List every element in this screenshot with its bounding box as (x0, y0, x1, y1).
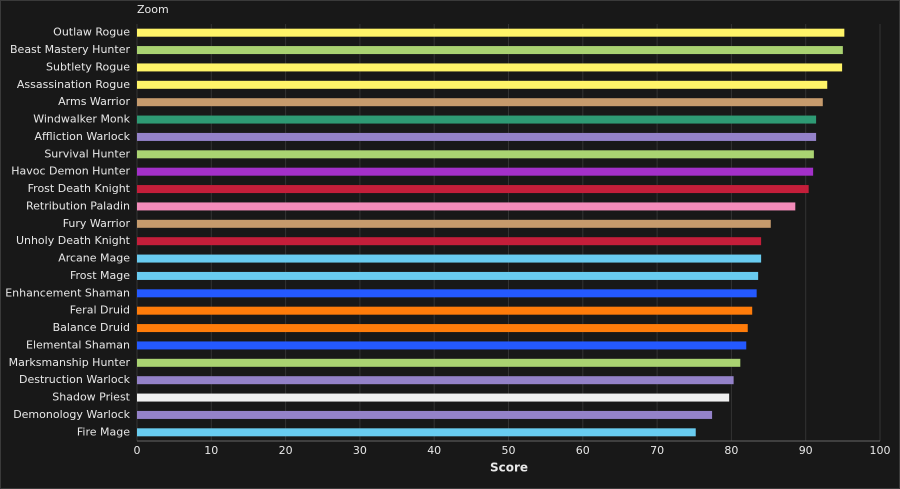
bar (137, 167, 814, 176)
bar (137, 306, 753, 315)
y-tick-label: Fury Warrior (63, 217, 131, 230)
x-tick-label: 60 (576, 444, 590, 457)
bar (137, 63, 843, 72)
bar (137, 254, 762, 263)
y-tick-label: Arms Warrior (58, 95, 130, 108)
y-tick-label: Feral Druid (70, 304, 130, 317)
x-axis-title: Score (490, 461, 528, 475)
x-tick-label: 90 (799, 444, 813, 457)
y-tick-label: Windwalker Monk (33, 113, 130, 126)
y-tick-label: Marksmanship Hunter (9, 356, 131, 369)
x-tick-label: 30 (353, 444, 367, 457)
bar (137, 324, 748, 333)
y-tick-label: Havoc Demon Hunter (11, 165, 130, 178)
y-tick-label: Beast Mastery Hunter (10, 43, 130, 56)
x-tick-label: 40 (427, 444, 441, 457)
y-tick-label: Survival Hunter (44, 147, 130, 160)
y-tick-label: Outlaw Rogue (53, 26, 130, 39)
bar (137, 202, 796, 211)
y-tick-label: Enhancement Shaman (5, 286, 130, 299)
y-tick-label: Arcane Mage (58, 252, 130, 265)
x-tick-label: 20 (279, 444, 293, 457)
bar (137, 237, 762, 246)
bar (137, 28, 845, 37)
bar (137, 341, 747, 350)
bar (137, 98, 823, 107)
bar (137, 115, 817, 124)
x-tick-label: 100 (870, 444, 891, 457)
y-tick-label: Balance Druid (53, 321, 130, 334)
bar (137, 289, 757, 298)
y-tick-label: Subtlety Rogue (46, 60, 130, 73)
bar (137, 132, 817, 141)
bar (137, 376, 734, 385)
x-tick-label: 50 (502, 444, 516, 457)
zoom-label[interactable]: Zoom (137, 3, 169, 16)
y-tick-label: Fire Mage (77, 425, 130, 438)
x-tick-label: 80 (724, 444, 738, 457)
bar (137, 358, 741, 367)
bar (137, 393, 730, 402)
bar (137, 219, 771, 228)
y-tick-label: Unholy Death Knight (16, 234, 131, 247)
bar (137, 80, 828, 89)
y-tick-label: Frost Mage (70, 269, 130, 282)
y-tick-label: Retribution Paladin (26, 199, 130, 212)
y-tick-label: Destruction Warlock (19, 373, 131, 386)
y-tick-label: Frost Death Knight (28, 182, 131, 195)
y-tick-label: Elemental Shaman (26, 338, 130, 351)
y-tick-label: Affliction Warlock (35, 130, 131, 143)
bar (137, 185, 809, 194)
x-tick-label: 0 (134, 444, 141, 457)
bar (137, 46, 843, 55)
x-tick-label: 10 (204, 444, 218, 457)
bar (137, 271, 759, 280)
bar (137, 410, 713, 419)
y-tick-label: Demonology Warlock (13, 408, 130, 421)
bar (137, 150, 814, 159)
y-tick-label: Shadow Priest (52, 391, 130, 404)
y-tick-label: Assassination Rogue (17, 78, 130, 91)
bar (137, 428, 696, 437)
x-tick-label: 70 (650, 444, 664, 457)
